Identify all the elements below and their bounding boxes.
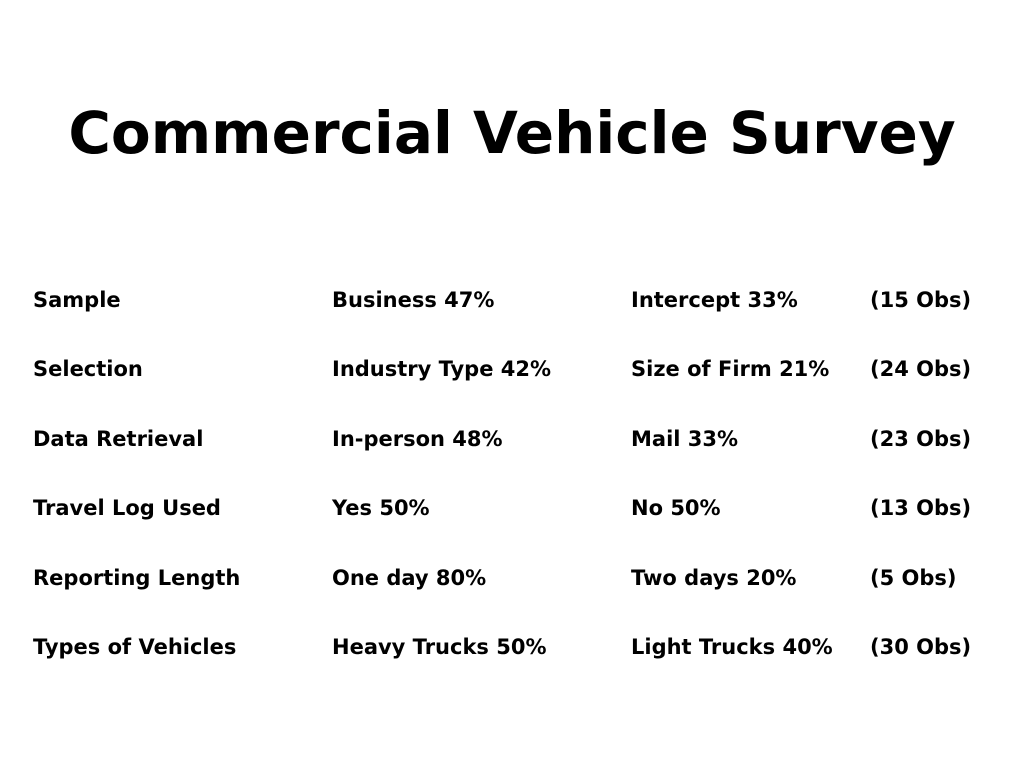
option-1: Heavy Trucks 50% xyxy=(332,634,547,659)
table-row: Data Retrieval In-person 48% Mail 33% (2… xyxy=(33,420,993,489)
row-label: Selection xyxy=(33,357,143,382)
table-row: Reporting Length One day 80% Two days 20… xyxy=(33,559,993,628)
observation-count: (5 Obs) xyxy=(870,565,957,590)
observation-count: (23 Obs) xyxy=(870,426,972,451)
option-1: Business 47% xyxy=(332,288,495,312)
option-1: Yes 50% xyxy=(332,496,430,521)
table-row: Types of Vehicles Heavy Trucks 50% Light… xyxy=(33,628,993,697)
option-2: No 50% xyxy=(631,496,721,521)
table-row: Sample Business 47% Intercept 33% (15 Ob… xyxy=(33,281,993,350)
table-row: Travel Log Used Yes 50% No 50% (13 Obs) xyxy=(33,489,993,558)
option-1: One day 80% xyxy=(332,565,487,590)
row-label: Data Retrieval xyxy=(33,426,204,451)
option-2: Light Trucks 40% xyxy=(631,634,833,659)
option-1: Industry Type 42% xyxy=(332,357,552,382)
observation-count: (15 Obs) xyxy=(870,288,972,312)
row-label: Sample xyxy=(33,288,121,312)
row-label: Types of Vehicles xyxy=(33,634,237,659)
row-label: Reporting Length xyxy=(33,565,241,590)
observation-count: (13 Obs) xyxy=(870,496,972,521)
table-row: Selection Industry Type 42% Size of Firm… xyxy=(33,350,993,419)
row-label: Travel Log Used xyxy=(33,496,221,521)
option-2: Two days 20% xyxy=(631,565,797,590)
option-1: In-person 48% xyxy=(332,426,503,451)
survey-table: Sample Business 47% Intercept 33% (15 Ob… xyxy=(33,281,993,697)
option-2: Mail 33% xyxy=(631,426,739,451)
observation-count: (24 Obs) xyxy=(870,357,972,382)
option-2: Intercept 33% xyxy=(631,288,798,312)
slide-title: Commercial Vehicle Survey xyxy=(68,99,956,167)
observation-count: (30 Obs) xyxy=(870,634,972,659)
option-2: Size of Firm 21% xyxy=(631,357,830,382)
